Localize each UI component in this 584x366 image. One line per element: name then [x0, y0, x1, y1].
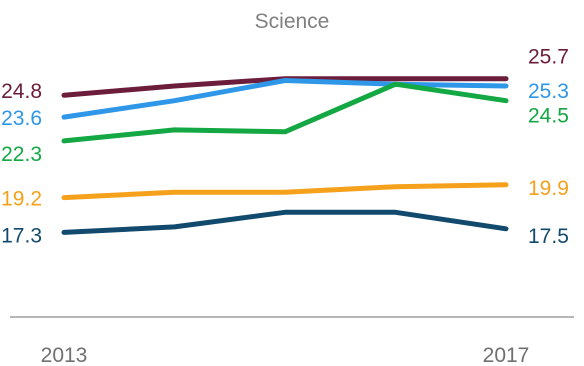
series-line-5: [61, 209, 509, 235]
series-line-3: [61, 81, 509, 144]
data-label-last-4: 19.9: [528, 177, 569, 200]
data-label-first-5: 17.3: [1, 224, 42, 247]
data-label-last-2: 25.3: [528, 80, 569, 103]
data-label-last-1: 25.7: [528, 46, 569, 69]
x-tick-label-first: 2013: [41, 344, 88, 366]
data-label-last-3: 24.5: [528, 105, 569, 128]
series-line-2: [61, 78, 509, 120]
series-line-4: [61, 182, 509, 201]
x-tick-label-last: 2017: [483, 344, 530, 366]
data-label-first-2: 23.6: [1, 107, 42, 130]
data-label-first-1: 24.8: [1, 80, 42, 103]
series-layer: 24.8 25.7 23.6 25.3 22.3 24.5 19.2 19.9 17.3 17.5: [1, 46, 569, 248]
chart-title: Science: [255, 10, 330, 33]
data-label-first-4: 19.2: [1, 188, 42, 211]
data-label-first-3: 22.3: [1, 143, 42, 166]
data-label-last-5: 17.5: [528, 225, 569, 248]
